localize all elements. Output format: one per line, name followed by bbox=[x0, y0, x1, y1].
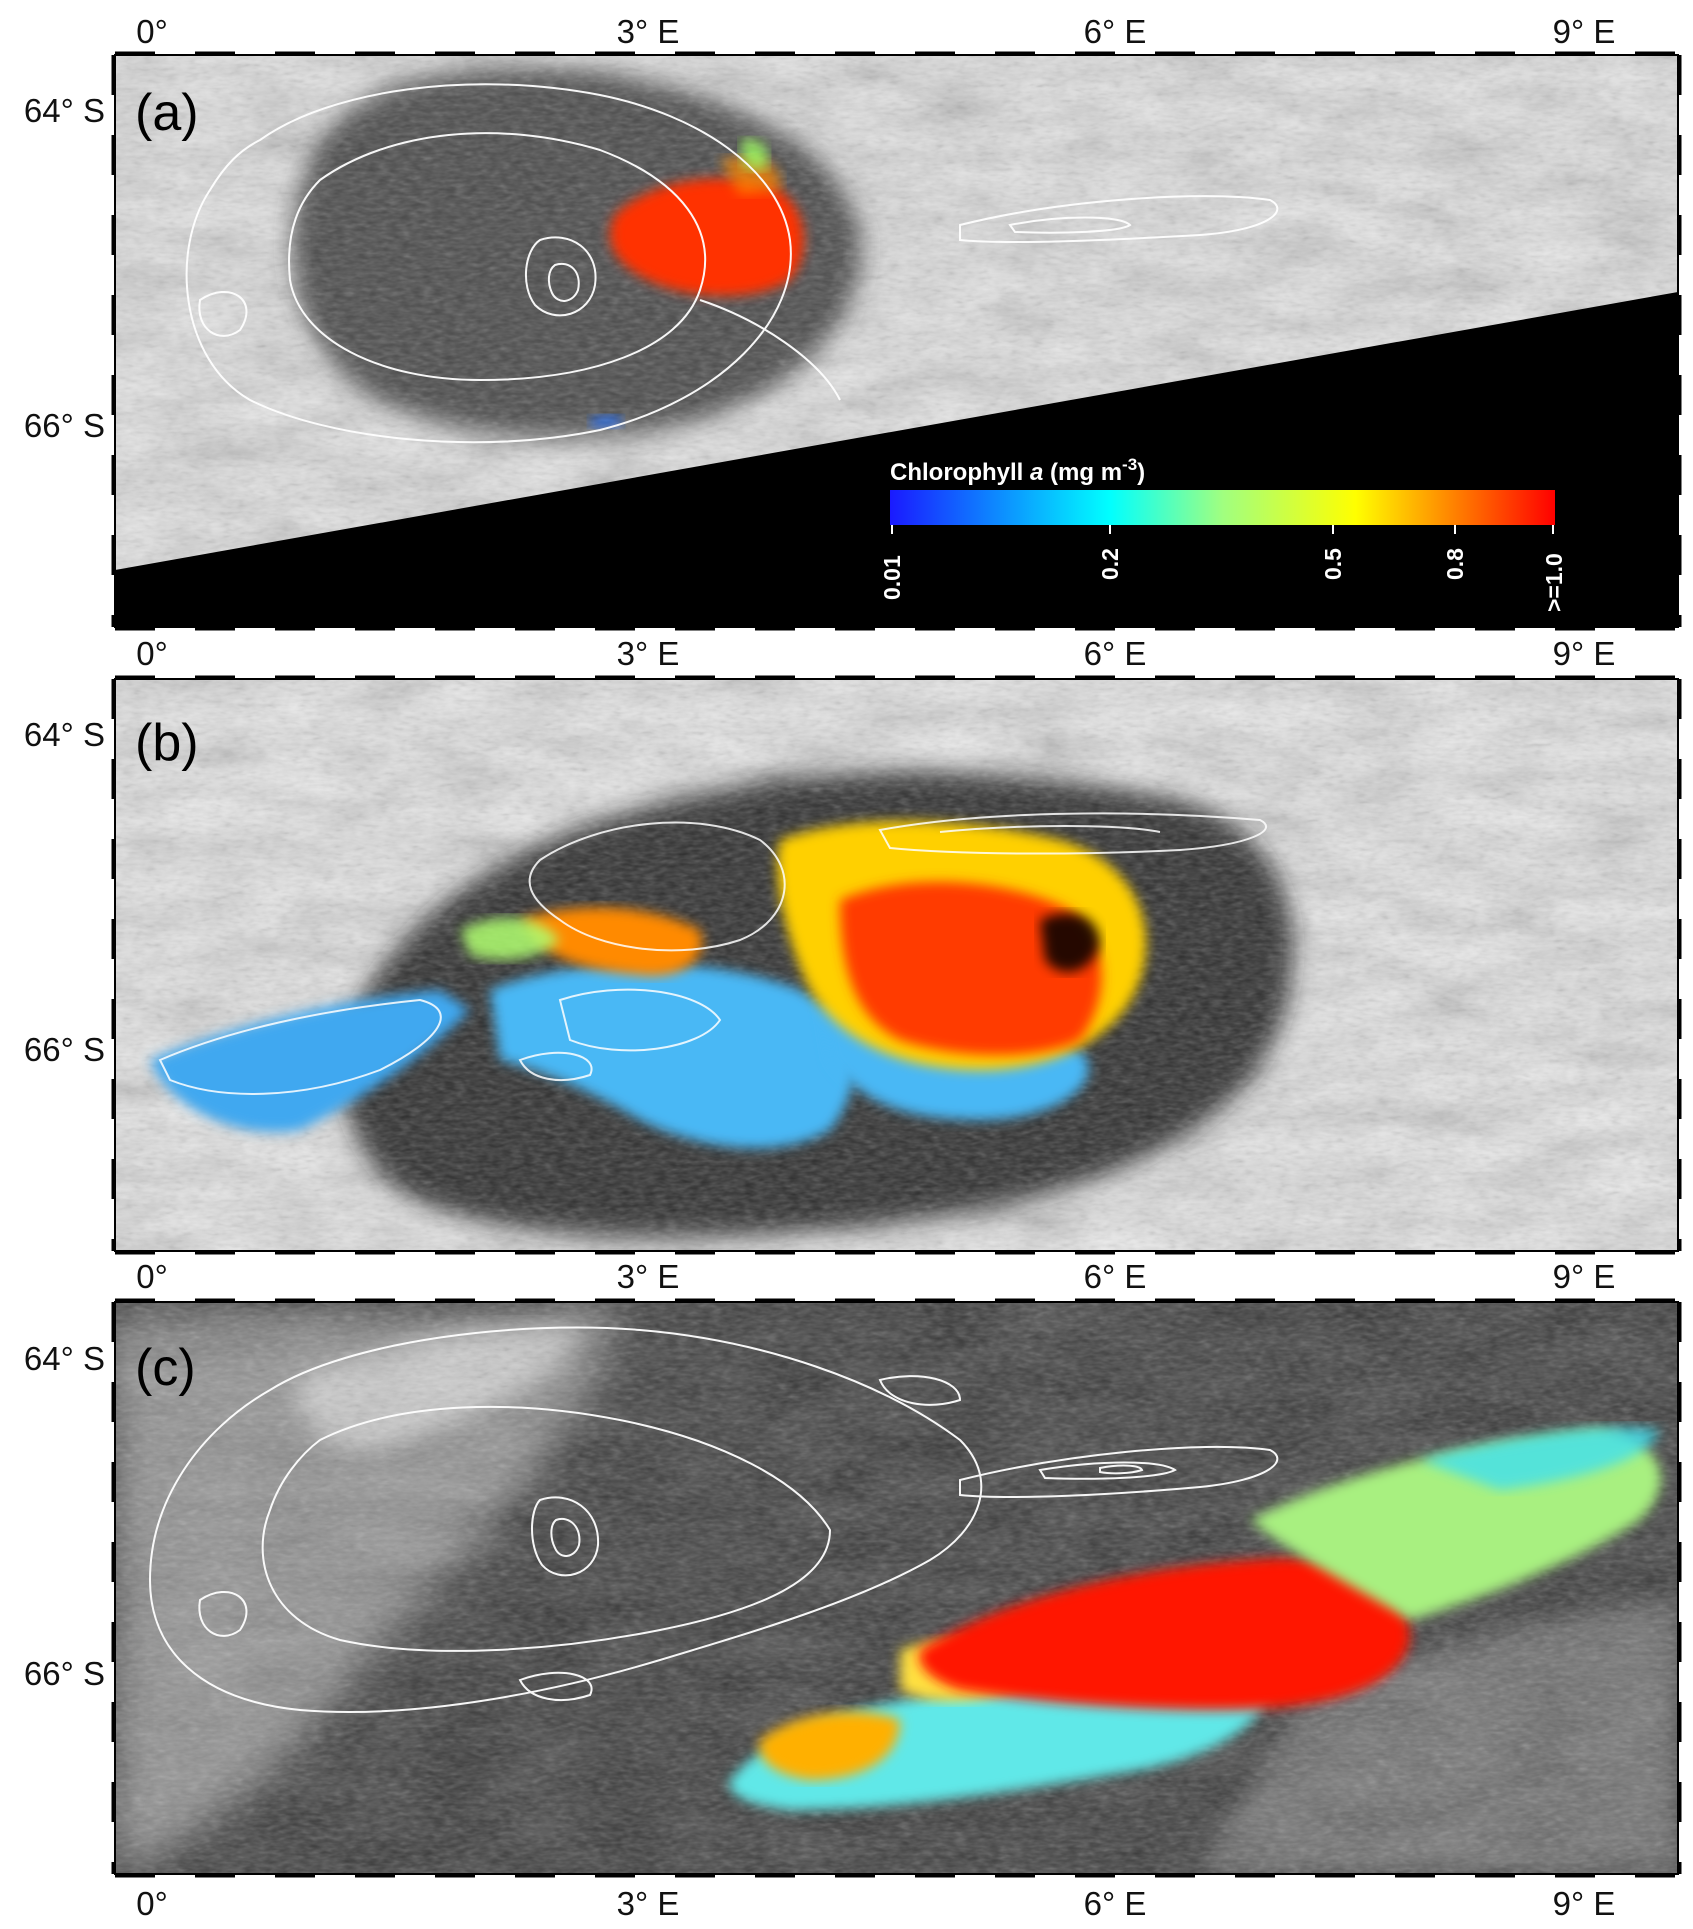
panel-c: (c) bbox=[111, 1298, 1682, 1878]
contour-lines bbox=[148, 1326, 1279, 1713]
lat-label-66s: 66° S bbox=[24, 1031, 105, 1068]
lon-label-9e: 9° E bbox=[1553, 1258, 1616, 1295]
no-data-swath bbox=[115, 292, 1678, 627]
lat-label-66s: 66° S bbox=[24, 407, 105, 444]
panel-a: (a) Chlorophyll a (mg m-3) 0.01 0.2 0.5 … bbox=[111, 51, 1682, 631]
frame-ticks-b bbox=[111, 675, 1682, 1255]
lon-label-9e: 9° E bbox=[1553, 1885, 1616, 1922]
lon-label-0: 0° bbox=[136, 1258, 168, 1295]
lon-label-0: 0° bbox=[136, 13, 168, 50]
lon-label-6e: 6° E bbox=[1084, 1885, 1147, 1922]
colorbar-ramp bbox=[890, 490, 1555, 525]
colorbar: Chlorophyll a (mg m-3) 0.01 0.2 0.5 0.8 … bbox=[879, 455, 1567, 612]
lon-label-3e: 3° E bbox=[617, 1258, 680, 1295]
panel-label-c: (c) bbox=[135, 1339, 196, 1397]
lon-label-0: 0° bbox=[136, 635, 168, 672]
colorbar-tick-3: 0.8 bbox=[1442, 548, 1468, 580]
lon-label-6e: 6° E bbox=[1084, 635, 1147, 672]
panel-label-a: (a) bbox=[135, 84, 199, 142]
chlorophyll-patch bbox=[590, 139, 804, 428]
colorbar-tick-0: 0.01 bbox=[879, 555, 905, 600]
lon-label-3e: 3° E bbox=[617, 635, 680, 672]
lon-label-3e: 3° E bbox=[617, 1885, 680, 1922]
longitude-labels: 0° 3° E 6° E 9° E 0° 3° E 6° E 9° E 0° 3… bbox=[136, 13, 1615, 1922]
colorbar-title: Chlorophyll a (mg m-3) bbox=[890, 455, 1145, 486]
colorbar-ticks bbox=[891, 525, 1554, 534]
lon-label-6e: 6° E bbox=[1084, 1258, 1147, 1295]
colorbar-tick-4: >=1.0 bbox=[1541, 553, 1567, 612]
chlorophyll-patch bbox=[150, 821, 1147, 1149]
lon-label-0: 0° bbox=[136, 1885, 168, 1922]
lon-label-6e: 6° E bbox=[1084, 13, 1147, 50]
frame-ticks-c bbox=[111, 1298, 1682, 1878]
panel-b: (b) bbox=[111, 675, 1682, 1255]
contour-lines bbox=[185, 83, 1279, 444]
colorbar-tick-2: 0.5 bbox=[1320, 548, 1346, 580]
panel-label-b: (b) bbox=[135, 714, 199, 772]
contour-lines bbox=[158, 812, 1267, 1095]
lon-label-3e: 3° E bbox=[617, 13, 680, 50]
latitude-labels: 64° S 66° S 64° S 66° S 64° S 66° S bbox=[24, 92, 105, 1692]
lat-label-64s: 64° S bbox=[24, 1340, 105, 1377]
lat-label-64s: 64° S bbox=[24, 92, 105, 129]
lat-label-64s: 64° S bbox=[24, 716, 105, 753]
colorbar-tick-1: 0.2 bbox=[1097, 548, 1123, 580]
chlorophyll-patch bbox=[729, 1427, 1661, 1810]
frame-ticks-a bbox=[111, 51, 1682, 631]
lon-label-9e: 9° E bbox=[1553, 635, 1616, 672]
lat-label-66s: 66° S bbox=[24, 1655, 105, 1692]
lon-label-9e: 9° E bbox=[1553, 13, 1616, 50]
